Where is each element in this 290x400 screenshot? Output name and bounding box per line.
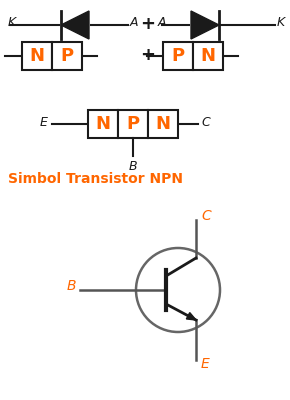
Text: +: +: [140, 46, 155, 64]
Bar: [22, 42, 52, 70]
Polygon shape: [61, 11, 89, 39]
Text: +: +: [140, 15, 155, 33]
Text: P: P: [126, 115, 139, 133]
Text: C: C: [201, 209, 211, 223]
Text: A: A: [130, 16, 139, 28]
Bar: [52, 42, 82, 70]
Polygon shape: [186, 312, 196, 320]
Text: B: B: [66, 279, 76, 293]
Text: Simbol Transistor NPN: Simbol Transistor NPN: [8, 172, 183, 186]
Text: N: N: [155, 115, 171, 133]
Text: K: K: [8, 16, 16, 28]
Text: K: K: [277, 16, 285, 28]
Bar: [118, 110, 148, 138]
Polygon shape: [191, 11, 219, 39]
Bar: [163, 42, 193, 70]
Text: E: E: [201, 357, 210, 371]
Text: P: P: [60, 47, 74, 65]
Text: C: C: [201, 116, 210, 130]
Bar: [88, 110, 118, 138]
Text: B: B: [129, 160, 137, 173]
Text: N: N: [30, 47, 44, 65]
Text: E: E: [40, 116, 48, 130]
Text: A: A: [158, 16, 166, 28]
Text: P: P: [171, 47, 184, 65]
Text: N: N: [95, 115, 110, 133]
Bar: [148, 110, 178, 138]
Text: N: N: [200, 47, 215, 65]
Bar: [193, 42, 223, 70]
